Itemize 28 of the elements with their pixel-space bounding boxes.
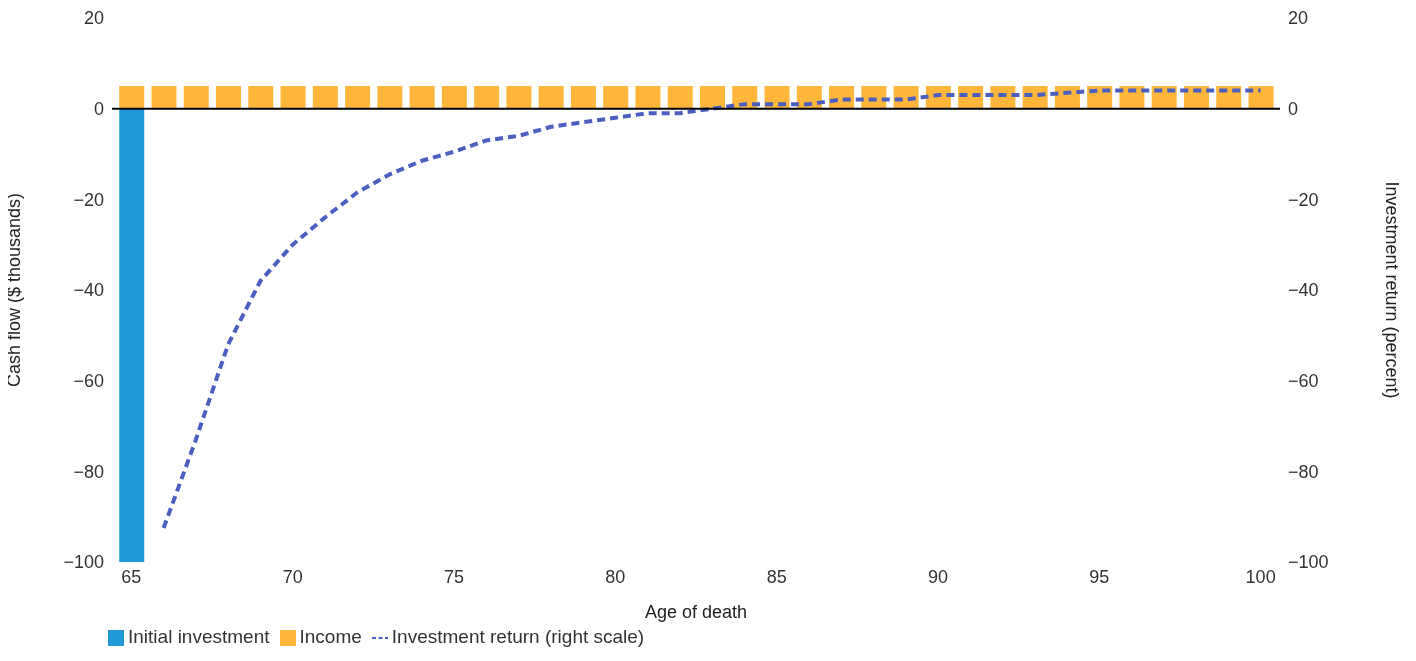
- x-tick-label: 90: [927, 566, 948, 587]
- x-tick-label: 100: [1245, 566, 1276, 587]
- y-tick-label: −60: [73, 371, 104, 392]
- y-tick-label: −40: [73, 280, 104, 301]
- x-tick-label: 80: [605, 566, 626, 587]
- legend-label: Income: [299, 626, 362, 647]
- y2-axis-title: Investment return (percent): [1381, 181, 1402, 399]
- y-tick-label: 20: [83, 8, 104, 29]
- x-tick-label: 75: [444, 566, 465, 587]
- y-tick-label: −20: [73, 189, 104, 210]
- y2-tick-label: −60: [1288, 371, 1319, 392]
- x-tick-label: 95: [1089, 566, 1110, 587]
- y2-tick-label: −40: [1288, 280, 1319, 301]
- y2-tick-label: 20: [1288, 8, 1309, 29]
- y-tick-label: −100: [63, 552, 104, 573]
- y2-tick-label: −100: [1288, 552, 1329, 573]
- y2-tick-label: −20: [1288, 189, 1319, 210]
- x-tick-label: 65: [121, 566, 142, 587]
- x-tick-label: 70: [282, 566, 303, 587]
- y-tick-label: −80: [73, 461, 104, 482]
- line-series: [161, 88, 1263, 530]
- legend-label: Investment return (right scale): [391, 626, 645, 647]
- legend-label: Initial investment: [128, 626, 270, 647]
- x-axis-title: Age of death: [644, 602, 748, 622]
- y-tick-label: 0: [93, 99, 104, 120]
- y2-tick-label: −80: [1288, 461, 1319, 482]
- x-tick-label: 85: [766, 566, 787, 587]
- y2-tick-label: 0: [1288, 99, 1299, 120]
